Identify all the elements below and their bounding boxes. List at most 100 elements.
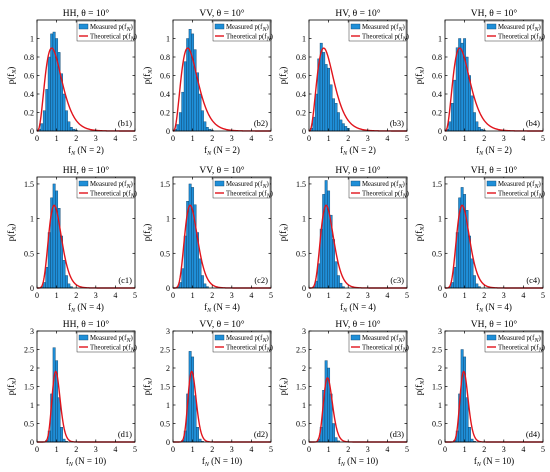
x-tick-label: 5: [269, 134, 273, 143]
panel-tag: (c3): [390, 275, 404, 285]
axes-frame: [444, 176, 544, 289]
y-tick-label: 0.5: [160, 249, 170, 258]
histogram-bar: [329, 84, 333, 132]
histogram-bar: [450, 103, 454, 132]
histogram-bar: [332, 98, 335, 132]
legend-box: [348, 331, 407, 353]
histogram-bar: [198, 438, 202, 443]
legend-box: [348, 20, 407, 42]
legend-label-theoretical: Theoretical p(fN​): [362, 191, 409, 200]
legend-box: [212, 177, 271, 199]
y-tick-label: 1: [30, 401, 34, 410]
y-tick-label: 0.5: [160, 420, 170, 429]
x-tick-label: 2: [346, 445, 350, 454]
histogram-bar: [470, 438, 474, 443]
histogram-bar: [470, 258, 474, 289]
y-tick-label: 0.4: [24, 90, 34, 99]
x-tick-label: 3: [230, 134, 234, 143]
histogram-bar: [57, 397, 61, 443]
legend-box: [212, 20, 271, 42]
x-axis-label: fN​ (N = 4): [204, 302, 240, 314]
x-tick-label: 3: [502, 445, 506, 454]
legend-label-measured: Measured p(fN​): [90, 335, 133, 344]
x-axis-label: fN​ (N = 2): [476, 145, 512, 157]
y-tick-label: 1.5: [160, 383, 170, 392]
x-tick-label: 1: [327, 134, 331, 143]
histogram-bar: [40, 123, 44, 132]
legend-label-theoretical: Theoretical p(fN​): [226, 191, 273, 200]
x-tick-label: 1: [55, 134, 59, 143]
panel-b3: 0 1 2 3 4 5 0 0.2 0.4 0.6 0.8 1 HV, θ = 10° fN​ (N = …: [278, 8, 409, 157]
histogram-bar: [339, 282, 343, 289]
panel-tag: (b4): [526, 118, 540, 128]
x-tick-label: 1: [191, 291, 195, 300]
histogram-bar: [62, 438, 66, 443]
legend-box: [212, 331, 271, 353]
histogram-bar: [472, 275, 476, 289]
y-tick-label: 2: [166, 364, 170, 373]
histogram-bar: [327, 190, 331, 289]
legend-swatch-measured: [350, 23, 361, 30]
x-tick-label: 4: [113, 445, 117, 454]
x-axis-label: fN​ (N = 10): [66, 456, 106, 468]
y-axis-label: p(fN​): [414, 378, 426, 396]
legend-label-theoretical: Theoretical p(fN​): [226, 345, 273, 354]
x-tick-label: 2: [210, 134, 214, 143]
y-axis-label: p(fN​): [278, 378, 290, 396]
x-tick-label: 2: [482, 445, 486, 454]
panel-tag: (d2): [254, 429, 268, 439]
histogram-bar: [324, 360, 328, 443]
histogram-bar: [455, 47, 459, 132]
x-tick-label: 0: [171, 291, 175, 300]
legend-label-measured: Measured p(fN​): [362, 335, 405, 344]
histogram-bar: [322, 52, 326, 132]
x-tick-label: 4: [385, 134, 389, 143]
histogram-bar: [203, 121, 207, 132]
legend-swatch-measured: [214, 23, 225, 30]
y-axis-label: p(fN​): [414, 224, 426, 242]
y-tick-label: 0: [30, 284, 34, 293]
x-tick-label: 3: [94, 134, 98, 143]
y-tick-label: 0.4: [296, 90, 306, 99]
x-axis-label: fN​ (N = 4): [340, 302, 376, 314]
legend: Measured p(fN​)Theoretical p(fN​): [212, 20, 273, 43]
axes-frame: [172, 176, 272, 289]
y-tick-label: 0.5: [432, 249, 442, 258]
y-tick-label: 0.4: [432, 90, 442, 99]
legend-label-theoretical: Theoretical p(fN​): [362, 345, 409, 354]
x-tick-label: 5: [133, 291, 137, 300]
legend-swatch-measured: [350, 180, 361, 187]
histogram-bar: [477, 127, 481, 132]
x-tick-label: 2: [74, 445, 78, 454]
histogram-bar: [198, 258, 202, 289]
panel-title: HV, θ = 10°: [335, 165, 380, 176]
y-tick-label: 1: [302, 35, 306, 44]
x-tick-label: 5: [269, 445, 273, 454]
y-axis-label: p(fN​): [414, 67, 426, 85]
legend: Measured p(fN​)Theoretical p(fN​): [76, 331, 137, 354]
histogram-bar: [200, 110, 204, 132]
x-tick-label: 5: [405, 445, 409, 454]
panel-title: VH, θ = 10°: [471, 165, 518, 176]
x-tick-label: 4: [113, 291, 117, 300]
histogram-bar: [465, 397, 469, 443]
x-tick-label: 4: [385, 291, 389, 300]
x-tick-label: 0: [35, 134, 39, 143]
y-tick-label: 3: [438, 327, 442, 336]
panel-title: VV, θ = 10°: [199, 319, 244, 330]
x-tick-label: 0: [307, 134, 311, 143]
legend: Measured p(fN​)Theoretical p(fN​): [76, 20, 137, 43]
y-axis-label: p(fN​): [142, 67, 154, 85]
legend-label-theoretical: Theoretical p(fN​): [498, 191, 545, 200]
y-tick-label: 2.5: [432, 346, 442, 355]
x-tick-label: 2: [74, 291, 78, 300]
histogram-bar: [193, 49, 197, 132]
y-tick-label: 1.5: [432, 180, 442, 189]
histogram-bar: [332, 423, 335, 443]
legend: Measured p(fN​)Theoretical p(fN​): [76, 177, 137, 200]
y-tick-label: 2: [302, 364, 306, 373]
y-tick-label: 1: [166, 35, 170, 44]
histogram-bar: [334, 103, 338, 132]
panel-tag: (d3): [390, 429, 404, 439]
legend-label-theoretical: Theoretical p(fN​): [362, 34, 409, 43]
